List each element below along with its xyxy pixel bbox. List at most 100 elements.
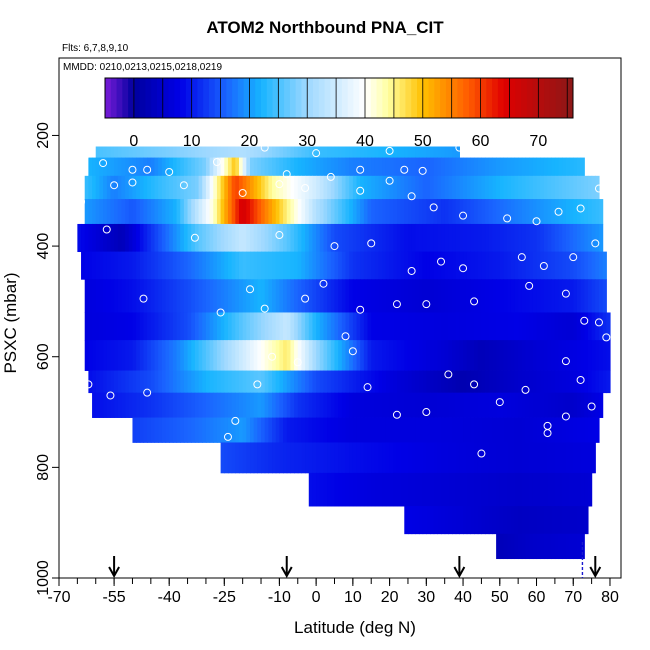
heatmap-cell [543, 251, 549, 280]
heatmap-cell [404, 392, 409, 418]
heatmap-cell [496, 370, 501, 394]
heatmap-cell [547, 175, 552, 200]
heatmap-cell [183, 279, 189, 313]
heatmap-cell [290, 157, 295, 177]
heatmap-cell [253, 251, 258, 280]
observation-point [392, 410, 401, 419]
heatmap-cell [418, 340, 424, 371]
heatmap-cell [128, 146, 134, 158]
heatmap-cell [169, 146, 174, 158]
heatmap-cell [499, 157, 505, 177]
heatmap-cell [573, 199, 578, 225]
observation-point [190, 233, 199, 242]
heatmap-cell [257, 340, 262, 371]
heatmap-cell [110, 312, 115, 341]
heatmap-cell [404, 199, 409, 225]
heatmap-cell [569, 312, 574, 341]
heatmap-cell [576, 506, 582, 535]
heatmap-cell [455, 157, 460, 177]
heatmap-cell [499, 312, 505, 341]
heatmap-cell [176, 370, 181, 394]
heatmap-cell [529, 442, 534, 474]
heatmap-cell [316, 312, 321, 341]
heatmap-cell [463, 442, 468, 474]
heatmap-cell [279, 392, 284, 418]
heatmap-cell [264, 251, 269, 280]
colorbar-segment [341, 78, 349, 118]
heatmap-cell [521, 199, 527, 225]
heatmap-cell [345, 146, 350, 158]
heatmap-cell [191, 175, 196, 200]
heatmap-cell [400, 340, 405, 371]
colorbar-segment [255, 78, 262, 118]
heatmap-cell [338, 312, 343, 341]
heatmap-cell [470, 251, 475, 280]
heatmap-cell [470, 279, 475, 313]
heatmap-cell [136, 251, 141, 280]
heatmap-cell [301, 251, 306, 280]
heatmap-cell [341, 312, 347, 341]
heatmap-cell [396, 175, 402, 200]
heatmap-cell [536, 175, 541, 200]
heatmap-cell [514, 392, 519, 418]
heatmap-cell [407, 279, 413, 313]
heatmap-cell [99, 223, 104, 253]
heatmap-cell [275, 199, 280, 225]
heatmap-cell [272, 340, 277, 371]
heatmap-cell [488, 312, 494, 341]
heatmap-cell [272, 223, 277, 253]
heatmap-cell [492, 392, 497, 418]
heatmap-cell [389, 157, 394, 177]
heatmap-cell [481, 506, 486, 535]
heatmap-cell [488, 417, 494, 443]
heatmap-cell [466, 223, 471, 253]
heatmap-cell [415, 392, 420, 418]
heatmap-cell [272, 279, 277, 313]
heatmap-cell [356, 279, 361, 313]
heatmap-cell [338, 472, 343, 507]
heatmap-cell [371, 370, 376, 394]
heatmap-cell [213, 340, 218, 371]
heatmap-cell [385, 157, 391, 177]
heatmap-cell [591, 340, 596, 371]
heatmap-cell [319, 370, 325, 394]
observation-point [400, 165, 409, 174]
heatmap-cell [536, 312, 541, 341]
heatmap-cell [154, 417, 159, 443]
heatmap-cell [198, 417, 203, 443]
heatmap-cell [576, 370, 582, 394]
heatmap-cell [492, 340, 497, 371]
heatmap-cell [426, 312, 431, 341]
heatmap-cell [496, 533, 501, 560]
heatmap-cell [474, 312, 479, 341]
heatmap-cell [485, 312, 490, 341]
heatmap-cell [455, 506, 460, 535]
heatmap-cell [312, 146, 317, 158]
heatmap-cell [518, 392, 523, 418]
heatmap-cell [551, 442, 556, 474]
heatmap-cell [576, 472, 582, 507]
observation-point [576, 204, 585, 213]
heatmap-cell [547, 157, 552, 177]
heatmap-cell [415, 370, 420, 394]
heatmap-cell [444, 223, 449, 253]
heatmap-cell [407, 340, 413, 371]
heatmap-cell [305, 223, 310, 253]
observation-point [367, 239, 376, 248]
heatmap-cell [400, 279, 405, 313]
heatmap-cell [169, 279, 174, 313]
observation-point [470, 380, 479, 389]
heatmap-cell [396, 442, 402, 474]
heatmap-cell [242, 199, 247, 225]
heatmap-cell [400, 472, 405, 507]
heatmap-cell [389, 312, 394, 341]
heatmap-cell [202, 417, 207, 443]
heatmap-cell [393, 417, 398, 443]
heatmap-cell [261, 370, 266, 394]
heatmap-cell [158, 251, 163, 280]
heatmap-cell [161, 312, 167, 341]
heatmap-cell [323, 199, 328, 225]
heatmap-cell [301, 223, 306, 253]
colorbar-segment [330, 78, 337, 118]
heatmap-cell [95, 157, 101, 177]
